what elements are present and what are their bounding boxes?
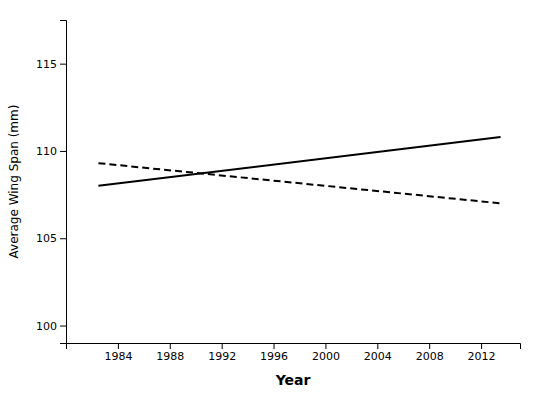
x-tick-mark [222,343,223,349]
x-tick: 2008 [416,343,444,363]
x-tick-mark [429,343,430,349]
y-tick-label: 100 [36,320,57,333]
y-tick-mark [60,64,66,65]
x-tick: 2004 [364,343,392,363]
x-tick-mark [325,343,326,349]
x-tick-label: 2000 [312,350,340,363]
y-tick-mark [60,151,66,152]
x-tick-mark [118,343,119,349]
y-axis-line [60,21,67,344]
line [98,163,500,203]
y-tick-mark [60,326,66,327]
x-tick: 1988 [156,343,184,363]
x-tick-mark [481,343,482,349]
y-tick-label: 105 [36,232,57,245]
x-tick-mark [377,343,378,349]
x-axis-title: Year [275,372,311,388]
x-tick-label: 2004 [364,350,392,363]
x-axis-line [67,344,521,350]
y-tick: 100 [36,320,66,333]
x-tick: 1996 [260,343,288,363]
lines [98,137,500,203]
x-tick-mark [170,343,171,349]
y-tick: 110 [36,145,66,158]
x-tick: 1992 [208,343,236,363]
x-tick: 1984 [104,343,132,363]
x-tick-label: 1992 [208,350,236,363]
x-tick-label: 2012 [468,350,496,363]
y-tick-label: 115 [36,58,57,71]
x-tick-mark [274,343,275,349]
y-tick: 115 [36,58,66,71]
y-tick-label: 110 [36,145,57,158]
line [98,137,500,186]
y-tick: 105 [36,232,66,245]
x-tick: 2012 [468,343,496,363]
x-tick-label: 1988 [156,350,184,363]
x-tick-label: 1996 [260,350,288,363]
y-axis-title: Average Wing Span (mm) [7,105,21,259]
x-axis: 1984 1988 1992 1996 2000 2004 2008 2012 [67,343,521,363]
chart: 1984 1988 1992 1996 2000 2004 2008 2012 100 105 11… [0,0,544,399]
x-tick-label: 1984 [104,350,132,363]
plot: 1984 1988 1992 1996 2000 2004 2008 2012 100 105 11… [36,21,521,363]
y-tick-mark [60,238,66,239]
x-tick: 2000 [312,343,340,363]
y-axis: 100 105 110 115 [36,21,67,344]
x-tick-label: 2008 [416,350,444,363]
